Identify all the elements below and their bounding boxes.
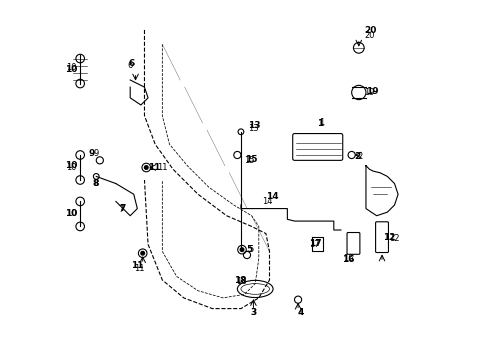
Text: 17: 17 bbox=[308, 239, 321, 248]
Text: 20: 20 bbox=[363, 26, 376, 35]
Text: 11: 11 bbox=[134, 264, 144, 273]
Text: 6: 6 bbox=[127, 61, 133, 70]
Text: 1: 1 bbox=[316, 119, 323, 128]
Text: 15: 15 bbox=[244, 156, 254, 165]
Text: 5: 5 bbox=[247, 245, 253, 254]
Text: 10: 10 bbox=[66, 63, 76, 72]
Text: 8: 8 bbox=[92, 179, 98, 188]
Text: 13: 13 bbox=[248, 121, 260, 130]
Text: 12: 12 bbox=[383, 233, 395, 242]
Circle shape bbox=[141, 251, 144, 255]
Text: 2: 2 bbox=[353, 152, 360, 161]
Circle shape bbox=[240, 248, 244, 251]
Text: 16: 16 bbox=[341, 255, 354, 264]
Text: 1: 1 bbox=[318, 118, 323, 127]
Text: 7: 7 bbox=[119, 204, 125, 213]
Circle shape bbox=[144, 166, 148, 169]
Text: 10: 10 bbox=[65, 65, 77, 74]
Text: 10: 10 bbox=[65, 161, 77, 170]
Text: 14: 14 bbox=[262, 197, 272, 206]
Text: 10: 10 bbox=[66, 210, 76, 219]
Text: 4: 4 bbox=[297, 309, 303, 318]
Text: 17: 17 bbox=[308, 240, 319, 249]
Text: 3: 3 bbox=[249, 309, 256, 318]
Text: 9: 9 bbox=[93, 149, 99, 158]
Text: 10: 10 bbox=[65, 210, 77, 219]
Text: 5: 5 bbox=[246, 245, 252, 254]
Text: 4: 4 bbox=[299, 308, 304, 317]
Text: 14: 14 bbox=[265, 192, 278, 201]
Text: 7: 7 bbox=[118, 205, 123, 214]
Text: 19: 19 bbox=[364, 88, 374, 97]
Text: 19: 19 bbox=[365, 87, 378, 96]
Text: 20: 20 bbox=[364, 31, 374, 40]
Text: 11: 11 bbox=[157, 163, 167, 172]
Text: 2: 2 bbox=[356, 152, 362, 161]
Text: 13: 13 bbox=[247, 124, 258, 133]
Text: 15: 15 bbox=[244, 155, 257, 164]
Text: 10: 10 bbox=[66, 163, 76, 172]
Text: 11: 11 bbox=[131, 261, 143, 270]
Text: 3: 3 bbox=[250, 308, 256, 317]
Text: 16: 16 bbox=[342, 254, 353, 263]
Text: 8: 8 bbox=[93, 179, 99, 188]
Text: 6: 6 bbox=[128, 59, 134, 68]
Text: 18: 18 bbox=[235, 277, 246, 286]
Text: 18: 18 bbox=[233, 276, 246, 285]
Text: 12: 12 bbox=[388, 234, 399, 243]
Text: 11: 11 bbox=[148, 163, 161, 172]
Text: 9: 9 bbox=[88, 149, 95, 158]
